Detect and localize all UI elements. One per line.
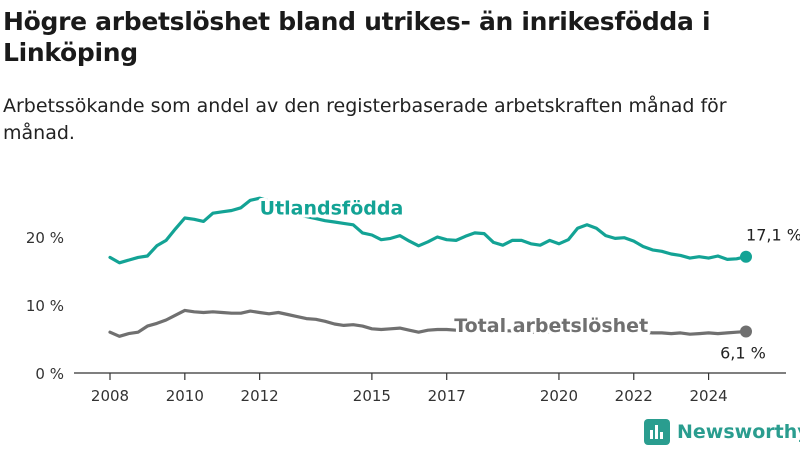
x-tick-label: 2024 bbox=[689, 387, 727, 405]
series-label: Total arbetslöshet bbox=[454, 315, 648, 337]
x-tick-label: 2022 bbox=[615, 387, 653, 405]
x-tick-label: 2010 bbox=[166, 387, 204, 405]
series-end-dot bbox=[740, 250, 752, 263]
x-tick-label: 2020 bbox=[540, 387, 578, 405]
y-tick-label: 10 % bbox=[26, 297, 64, 315]
x-tick-label: 2015 bbox=[353, 387, 391, 405]
line-chart: 0 % 10 % 20 % 2008 2010 2012 2015 2017 2020 2022 2… bbox=[26, 195, 800, 405]
series-label: Utlandsfödda bbox=[260, 198, 404, 220]
x-tick-label: 2008 bbox=[91, 387, 129, 405]
chart-title: Högre arbetslöshet bland utrikes- än inr… bbox=[3, 7, 711, 67]
y-tick-label: 20 % bbox=[26, 229, 64, 247]
chart-subtitle: Arbetssökande som andel av den registerb… bbox=[3, 95, 727, 144]
series-end-label: 17,1 % bbox=[746, 226, 800, 245]
series-end-label: 6,1 % bbox=[720, 344, 766, 363]
series-line bbox=[108, 308, 748, 338]
x-tick-label: 2012 bbox=[241, 387, 279, 405]
brand-name: Newsworthy bbox=[677, 421, 800, 443]
x-tick-label: 2017 bbox=[428, 387, 466, 405]
series-end-dot bbox=[740, 325, 752, 338]
brand-logo: Newsworthy bbox=[644, 419, 800, 445]
series-line bbox=[108, 196, 748, 265]
newsworthy-logo-icon bbox=[644, 419, 670, 445]
y-tick-label: 0 % bbox=[35, 365, 64, 383]
